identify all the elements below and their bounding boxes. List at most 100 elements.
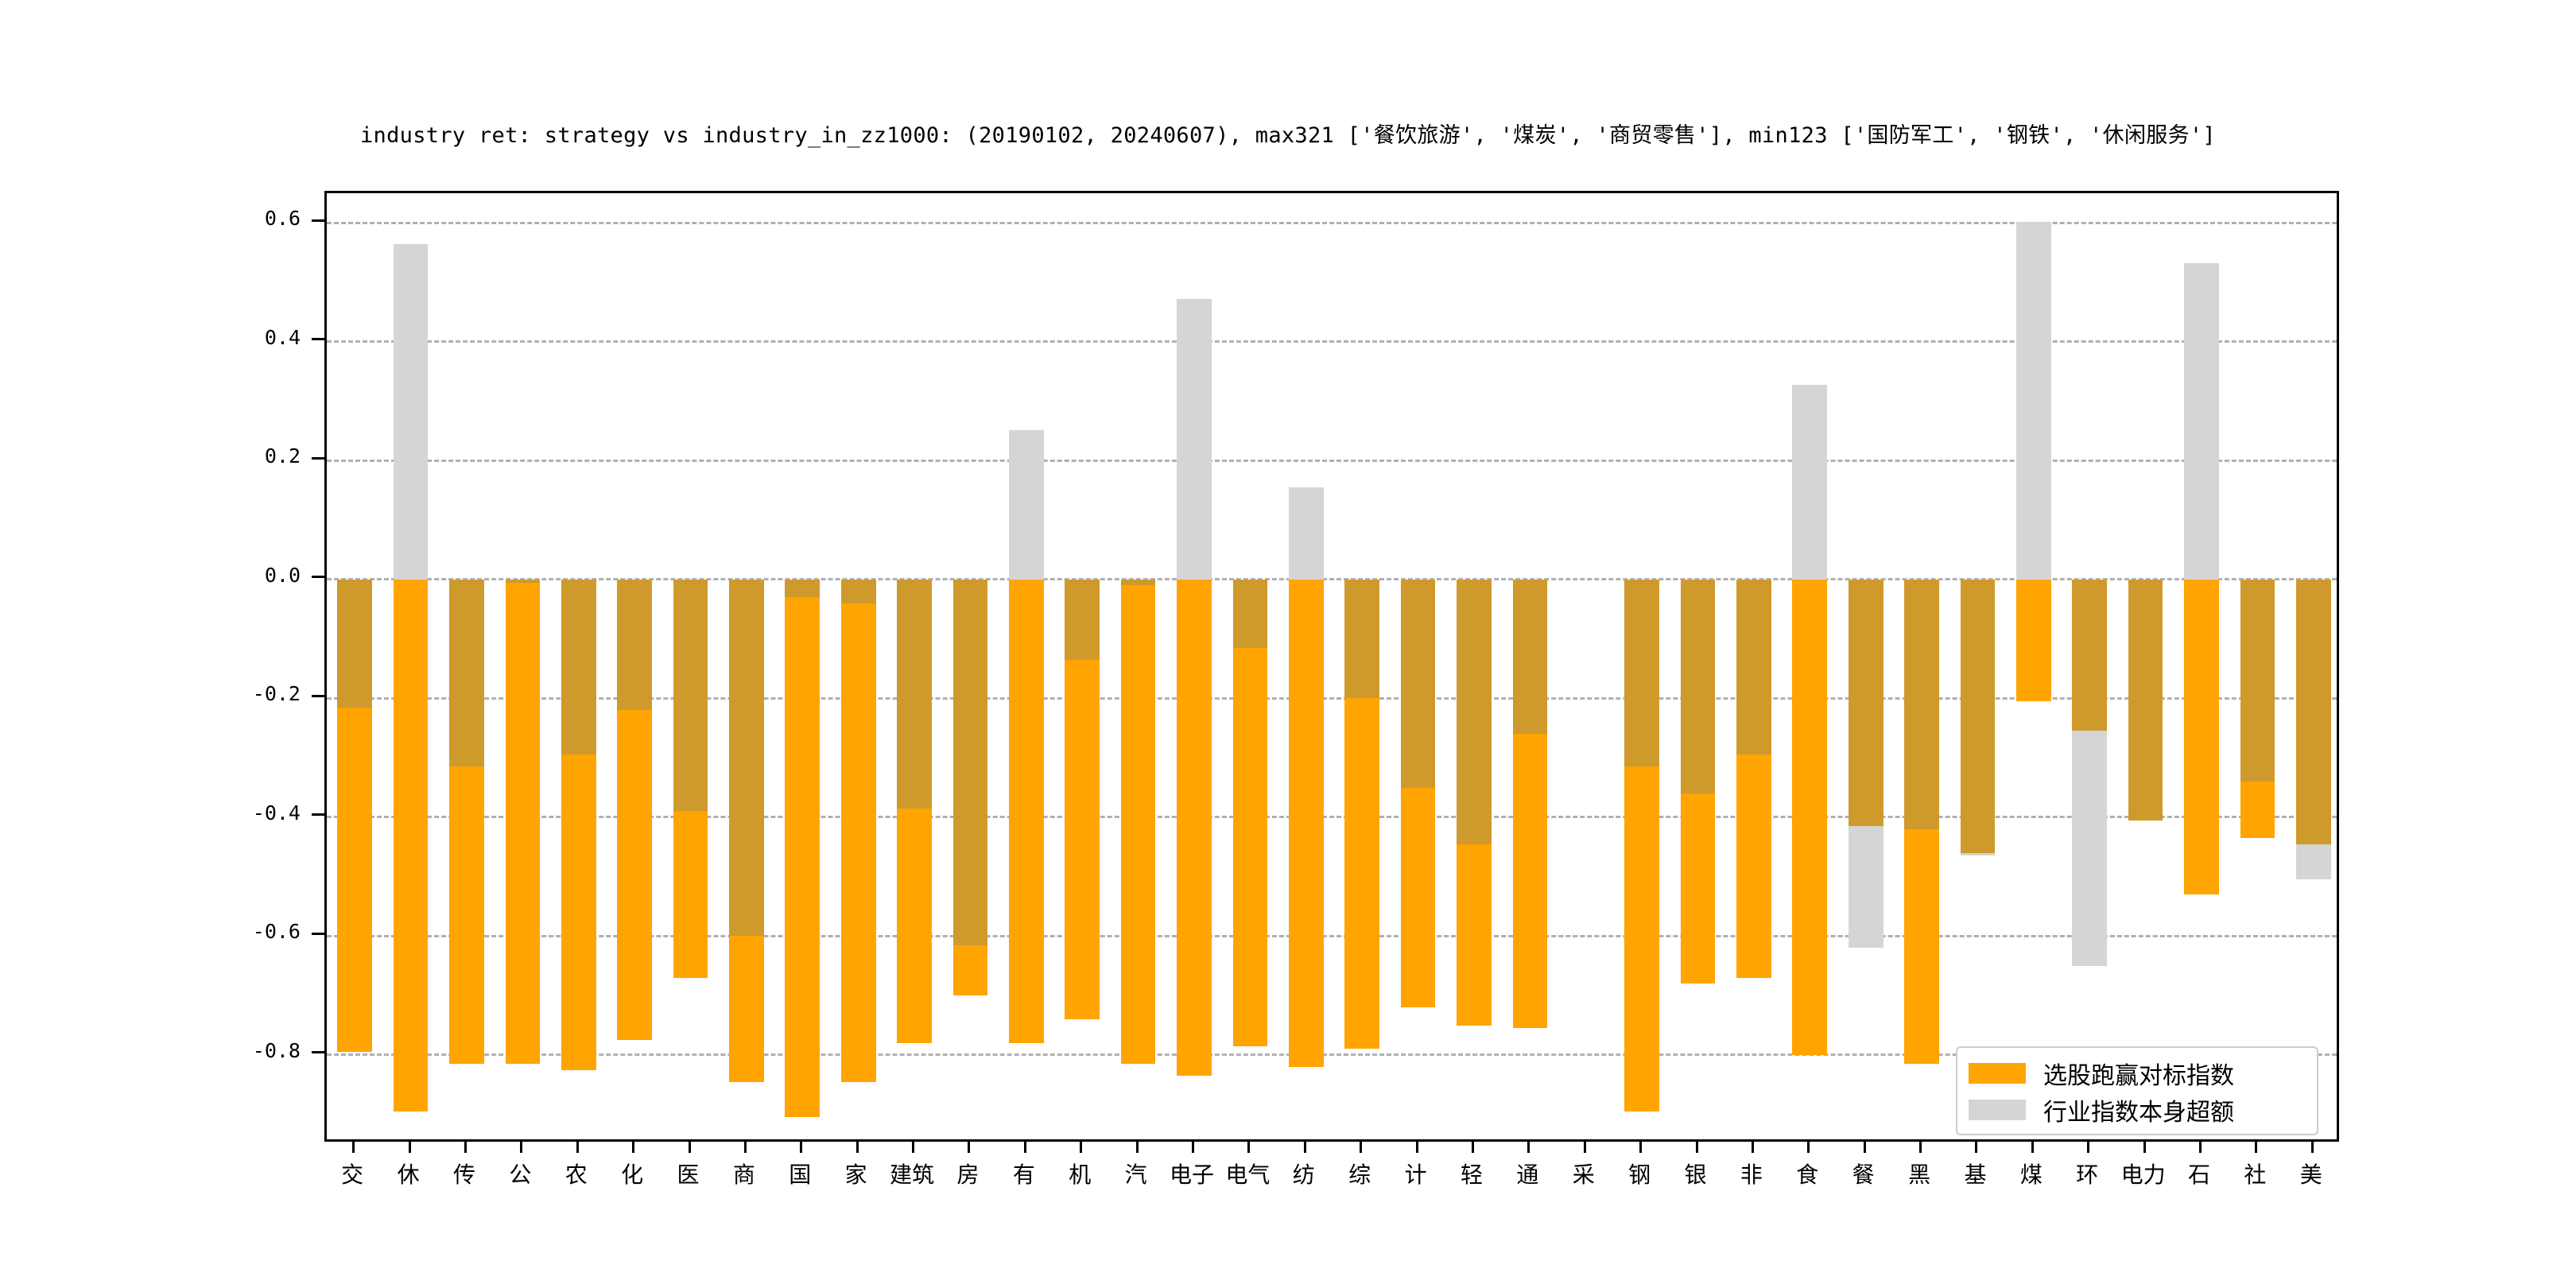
x-tick-mark [1360, 1142, 1363, 1153]
bar-overlap [561, 579, 596, 755]
y-tick-label: -0.2 [252, 682, 301, 706]
x-tick-label-14: 汽 [1124, 1162, 1147, 1188]
x-tick-mark [1471, 1142, 1474, 1153]
x-tick-mark [1919, 1142, 1922, 1153]
x-tick-mark [1527, 1142, 1530, 1153]
bar-strategy [1232, 579, 1268, 1046]
bar-strategy [2184, 579, 2219, 895]
bar-industry [1288, 487, 1324, 580]
x-tick-label-15: 电子 [1170, 1162, 1215, 1188]
x-tick-label-2: 传 [452, 1162, 475, 1188]
x-tick-label-28: 黑 [1908, 1162, 1931, 1188]
legend-swatch-industry [1969, 1100, 2026, 1120]
legend-item-industry: 行业指数本身超额 [1969, 1092, 2306, 1128]
x-tick-label-26: 食 [1796, 1162, 1819, 1188]
x-tick-label-17: 纺 [1292, 1162, 1315, 1188]
x-tick-label-8: 国 [789, 1162, 812, 1188]
x-tick-label-19: 计 [1404, 1162, 1427, 1188]
y-tick-mark [312, 576, 324, 579]
x-tick-mark [688, 1142, 691, 1153]
x-tick-mark [968, 1142, 971, 1153]
x-tick-label-27: 餐 [1852, 1162, 1875, 1188]
bar-strategy [1009, 579, 1044, 1043]
x-tick-mark [1415, 1142, 1418, 1153]
bar-overlap [840, 579, 876, 603]
gridline [327, 459, 2337, 462]
x-tick-mark [632, 1142, 635, 1153]
y-tick-label: 0.2 [264, 444, 301, 468]
bar-overlap [1065, 579, 1100, 660]
x-tick-label-13: 机 [1069, 1162, 1092, 1188]
x-tick-label-3: 公 [509, 1162, 532, 1188]
bar-strategy [1177, 579, 1212, 1077]
y-tick-label: -0.6 [252, 920, 301, 944]
x-tick-mark [2031, 1142, 2034, 1153]
x-tick-mark [1863, 1142, 1866, 1153]
x-tick-label-20: 轻 [1460, 1162, 1483, 1188]
x-tick-label-21: 通 [1516, 1162, 1539, 1188]
x-tick-mark [352, 1142, 355, 1153]
x-tick-label-11: 房 [956, 1162, 980, 1188]
x-tick-label-16: 电气 [1225, 1162, 1271, 1188]
y-tick-mark [312, 338, 324, 341]
bar-industry [1009, 429, 1044, 580]
x-tick-label-6: 医 [677, 1162, 700, 1188]
gridline [327, 696, 2337, 700]
bar-strategy [840, 579, 876, 1082]
x-tick-label-5: 化 [621, 1162, 644, 1188]
x-tick-label-0: 交 [341, 1162, 364, 1188]
x-tick-label-18: 综 [1348, 1162, 1371, 1188]
x-tick-label-10: 建筑 [890, 1162, 935, 1188]
x-tick-mark [912, 1142, 915, 1153]
bar-overlap [1120, 579, 1156, 586]
x-tick-label-23: 钢 [1628, 1162, 1651, 1188]
x-tick-label-12: 有 [1012, 1162, 1035, 1188]
bar-overlap [952, 579, 988, 945]
bar-overlap [2295, 579, 2331, 844]
y-tick-label: 0.0 [264, 563, 301, 587]
x-tick-mark [1975, 1142, 1978, 1153]
x-tick-label-31: 环 [2076, 1162, 2099, 1188]
bar-strategy [1792, 579, 1828, 1055]
legend-item-strategy: 选股跑赢对标指数 [1969, 1055, 2306, 1092]
x-tick-mark [1751, 1142, 1754, 1153]
x-tick-mark [1303, 1142, 1306, 1153]
bar-strategy [785, 579, 821, 1118]
x-tick-label-35: 美 [2299, 1162, 2322, 1188]
x-tick-mark [2255, 1142, 2258, 1153]
x-tick-mark [520, 1142, 523, 1153]
bar-strategy [505, 579, 541, 1065]
bar-industry [1177, 299, 1212, 580]
gridline [327, 816, 2337, 819]
y-tick-label: 0.6 [264, 207, 301, 231]
x-tick-mark [464, 1142, 467, 1153]
gridline [327, 340, 2337, 343]
chart-legend: 选股跑赢对标指数 行业指数本身超额 [1956, 1046, 2318, 1135]
x-tick-mark [1807, 1142, 1810, 1153]
x-tick-label-33: 石 [2188, 1162, 2211, 1188]
x-tick-mark [1695, 1142, 1698, 1153]
x-tick-mark [2143, 1142, 2146, 1153]
bar-overlap [1960, 579, 1996, 853]
x-tick-mark [855, 1142, 859, 1153]
bar-industry [393, 243, 429, 580]
legend-swatch-strategy [1969, 1063, 2026, 1084]
bar-overlap [1344, 579, 1379, 699]
gridline [327, 1053, 2337, 1057]
x-tick-label-4: 农 [564, 1162, 588, 1188]
bar-overlap [673, 579, 708, 812]
y-tick-mark [312, 456, 324, 460]
bar-strategy [393, 579, 429, 1111]
y-tick-mark [312, 219, 324, 222]
bar-overlap [897, 579, 932, 809]
x-tick-mark [2087, 1142, 2090, 1153]
x-tick-label-22: 采 [1572, 1162, 1595, 1188]
y-tick-label: 0.4 [264, 325, 301, 349]
bar-overlap [449, 579, 484, 767]
x-tick-mark [743, 1142, 747, 1153]
bar-overlap [2240, 579, 2275, 782]
bar-industry [1792, 385, 1828, 580]
bar-overlap [2072, 579, 2108, 731]
x-tick-mark [1080, 1142, 1083, 1153]
